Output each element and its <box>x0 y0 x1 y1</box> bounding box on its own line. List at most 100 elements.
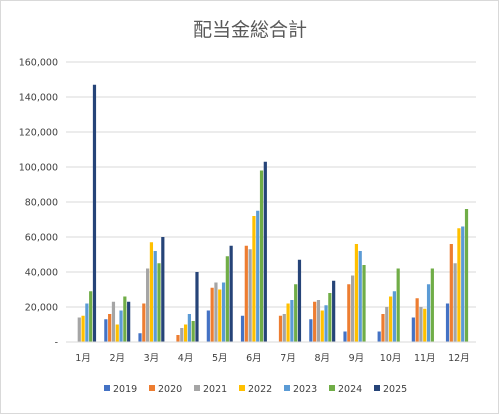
bar <box>449 244 453 342</box>
bar <box>396 268 400 342</box>
bar <box>426 284 431 342</box>
bar <box>153 251 157 342</box>
bar <box>445 303 450 342</box>
bar <box>240 315 245 342</box>
bar <box>392 291 396 342</box>
y-tick-label: 40,000 <box>25 268 58 279</box>
bar <box>252 216 256 342</box>
bar <box>316 300 321 342</box>
bar <box>423 308 427 342</box>
x-tick-label: 4月 <box>178 353 194 364</box>
legend-swatch <box>149 385 155 391</box>
legend-label: 2023 <box>293 384 317 395</box>
bar <box>343 331 347 342</box>
bar <box>411 317 415 342</box>
bar <box>221 282 226 342</box>
bar <box>464 209 469 342</box>
bar <box>278 315 283 342</box>
bar <box>180 328 184 342</box>
bar <box>347 284 351 342</box>
y-tick-label: 100,000 <box>19 163 58 174</box>
y-tick-label: 160,000 <box>19 58 58 69</box>
bar <box>430 268 434 342</box>
bar <box>187 314 191 342</box>
bar <box>453 263 457 342</box>
bar <box>309 319 313 342</box>
chart-title: 配当金総合計 <box>193 19 307 41</box>
bar <box>77 317 81 342</box>
bar <box>229 245 233 342</box>
bar <box>81 315 85 342</box>
bar <box>127 301 131 342</box>
bar <box>294 284 298 342</box>
bar <box>149 242 154 342</box>
bar <box>92 84 97 342</box>
bar <box>324 305 328 342</box>
bar <box>286 303 290 342</box>
bar <box>206 310 210 342</box>
bar <box>457 228 461 342</box>
legend: 2019 2020 2021 2022 2023 2024 2025 <box>104 384 407 395</box>
legend-swatch <box>104 385 110 391</box>
y-tick-label: 140,000 <box>19 93 58 104</box>
bar <box>358 251 362 342</box>
legend-swatch <box>194 385 200 391</box>
legend-label: 2019 <box>113 384 137 395</box>
bar <box>282 314 286 342</box>
bar <box>377 331 381 342</box>
y-tick-label: 60,000 <box>25 233 58 244</box>
y-tick-label: - <box>55 338 58 349</box>
legend-swatch <box>239 385 245 391</box>
bar <box>419 307 423 342</box>
bar <box>210 287 214 342</box>
bar <box>385 307 389 342</box>
legend-swatch <box>374 385 380 391</box>
legend-swatch <box>284 385 290 391</box>
bar <box>138 333 142 342</box>
bar <box>111 301 116 342</box>
bar <box>146 268 150 342</box>
bar <box>161 237 165 342</box>
bar <box>328 293 332 342</box>
bar <box>225 256 229 342</box>
bar <box>157 263 161 342</box>
bar <box>89 291 93 342</box>
legend-label: 2025 <box>383 384 407 395</box>
bar <box>320 310 324 342</box>
legend-swatch <box>329 385 335 391</box>
y-tick-label: 20,000 <box>25 303 58 314</box>
x-tick-label: 12月 <box>448 353 470 364</box>
bar <box>119 310 123 342</box>
bar <box>259 170 264 342</box>
bar <box>297 259 302 342</box>
bar <box>381 314 385 342</box>
bar <box>176 335 180 342</box>
x-tick-label: 3月 <box>144 353 160 364</box>
x-tick-label: 9月 <box>349 353 365 364</box>
bar <box>115 324 119 342</box>
bar <box>244 245 248 342</box>
bar <box>218 289 222 342</box>
x-tick-label: 7月 <box>280 353 296 364</box>
x-tick-label: 6月 <box>246 353 262 364</box>
bar <box>195 272 199 342</box>
y-tick-label: 80,000 <box>25 198 58 209</box>
legend-label: 2021 <box>203 384 227 395</box>
legend-label: 2020 <box>158 384 182 395</box>
bar <box>214 282 218 342</box>
bar <box>313 301 317 342</box>
bar <box>263 161 267 342</box>
y-tick-label: 120,000 <box>19 128 58 139</box>
x-tick-label: 8月 <box>314 353 330 364</box>
x-tick-label: 2月 <box>109 353 125 364</box>
bar <box>123 296 127 342</box>
bar <box>351 275 355 342</box>
bar <box>461 226 465 342</box>
y-axis-ticks: - 20,000 40,000 60,000 80,000 100,000 120,000 1… <box>19 58 58 349</box>
bar <box>248 249 252 342</box>
bar <box>415 298 419 342</box>
x-tick-label: 10月 <box>380 353 402 364</box>
bar <box>332 280 336 342</box>
x-tick-label: 1月 <box>75 353 91 364</box>
